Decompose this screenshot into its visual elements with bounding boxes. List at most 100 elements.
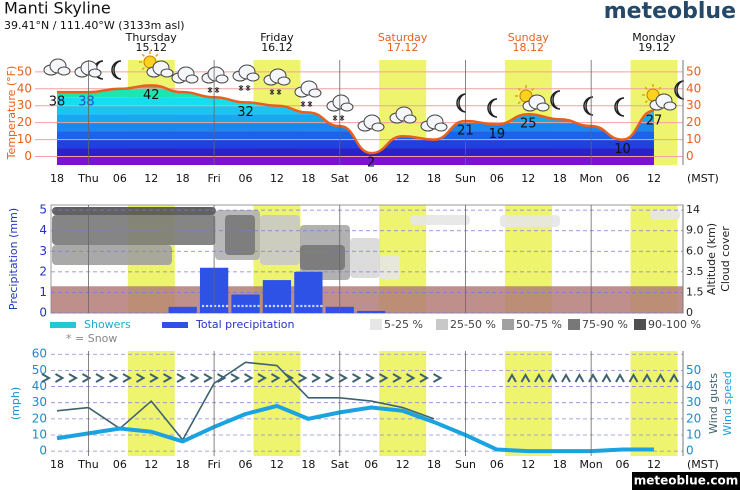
- cloud-icon: [389, 106, 417, 124]
- y2-axis-label: Wind gusts: [707, 373, 720, 434]
- x-tick-label: Sat: [331, 172, 350, 185]
- cloud-icon: [294, 80, 322, 98]
- timezone: (MST): [687, 172, 719, 185]
- snow-mark: [300, 304, 303, 308]
- wind-direction: [149, 373, 160, 383]
- cloud-part: [403, 114, 417, 124]
- wind-direction: [82, 373, 92, 383]
- y-tick-label: 3: [39, 244, 47, 258]
- day-date: 16.12: [261, 41, 293, 54]
- temp-band: [57, 88, 654, 98]
- cloud-icon: [522, 94, 550, 112]
- x-tick-label: 06: [239, 172, 253, 185]
- legend-swatch: [634, 319, 646, 330]
- cloud-cover: [350, 238, 380, 278]
- sun-ray: [141, 53, 145, 57]
- snow-mark: [201, 304, 205, 308]
- moon-icon: [674, 80, 685, 100]
- snow-mark: [268, 304, 272, 308]
- wind-direction: [298, 373, 308, 383]
- wind-direction: [669, 372, 679, 383]
- cloud-cover: [225, 215, 255, 255]
- y-tick-label: 10: [32, 428, 47, 442]
- wind-direction: [642, 372, 652, 383]
- snow-mark: [264, 304, 268, 308]
- cloud-part: [215, 74, 229, 84]
- cloud-part: [246, 72, 260, 82]
- cloud-icon: [326, 94, 354, 112]
- value-label: 38: [78, 95, 95, 110]
- cloud-icon: [74, 60, 102, 78]
- y2-axis-label: Altitude (km): [705, 223, 718, 295]
- snow-mark: [249, 304, 252, 308]
- wind-direction: [406, 373, 416, 383]
- day-date: 17.12: [387, 41, 419, 54]
- legend-swatch: [50, 322, 76, 328]
- cloud-icon: [263, 68, 291, 86]
- moon-icon: [550, 90, 561, 110]
- snow-mark: [253, 304, 256, 308]
- day-date: 15.12: [136, 41, 168, 54]
- snow-flake: [307, 101, 313, 107]
- x-tick-label: Mon: [580, 172, 603, 185]
- y2-tick-label: 30: [686, 395, 701, 409]
- legend-label: 25-50 %: [450, 318, 496, 331]
- x-tick-label: 06: [364, 172, 378, 185]
- y2-tick-label: 20: [686, 411, 701, 425]
- temp-band: [57, 114, 654, 123]
- snow-mark: [233, 304, 236, 308]
- legend-label: 75-90 %: [582, 318, 628, 331]
- cloud-cover: [52, 245, 172, 265]
- y2-tick-label: 0: [686, 444, 694, 458]
- wind-direction: [601, 372, 612, 383]
- temperature-line: [57, 84, 655, 155]
- cloud-part: [308, 88, 322, 98]
- moon-icon: [456, 93, 467, 113]
- cloud-icon: [649, 93, 677, 111]
- cloud-cover: [650, 210, 680, 220]
- wind-direction: [217, 373, 227, 383]
- x-tick-label: 18: [553, 172, 567, 185]
- sun-ray: [517, 87, 521, 91]
- temp-band: [57, 148, 654, 157]
- snow-mark: [257, 304, 260, 308]
- y-tick-label: 30: [17, 98, 32, 112]
- y2-tick-label: 14: [686, 203, 700, 216]
- x-tick-label: 18: [553, 458, 567, 471]
- y-tick-label: 30: [32, 395, 47, 409]
- value-label: 10: [614, 142, 631, 157]
- snow-mark: [288, 304, 292, 308]
- legend-swatch: [370, 319, 382, 330]
- y2-tick-label: 50: [686, 363, 701, 377]
- timezone: (MST): [687, 458, 719, 471]
- y-tick-label: 10: [17, 132, 32, 146]
- cloud-part: [434, 122, 448, 132]
- cloud-icon: [171, 66, 199, 84]
- sun-ray: [155, 53, 159, 57]
- sun-ray: [531, 87, 535, 91]
- x-tick-label: 18: [50, 172, 64, 185]
- wind-direction: [392, 373, 403, 383]
- cloud-icon: [357, 114, 385, 132]
- x-tick-label: 18: [301, 172, 315, 185]
- wind-direction: [95, 373, 106, 383]
- cloud-cover: [300, 245, 345, 270]
- wind-direction: [507, 372, 517, 383]
- x-tick-label: 12: [521, 172, 535, 185]
- wind-direction: [547, 372, 558, 383]
- cloud-icon: [146, 60, 174, 78]
- y2-tick-label: 9.0: [686, 224, 704, 237]
- precip-bar: [357, 310, 386, 313]
- legend-label: Showers: [84, 318, 131, 331]
- cloud-cover: [52, 215, 216, 245]
- y2-tick-label: 1.5: [686, 285, 704, 298]
- precip-bar: [262, 280, 292, 313]
- y2-tick-label: 10: [686, 428, 701, 442]
- legend-swatch: [162, 322, 188, 328]
- x-tick-label: 18: [50, 458, 64, 471]
- sun-ray: [517, 101, 521, 105]
- snow-note: * = Snow: [66, 332, 117, 345]
- sun-ray: [644, 86, 648, 90]
- snow-mark: [209, 304, 213, 308]
- y-tick-label: 60: [32, 347, 47, 361]
